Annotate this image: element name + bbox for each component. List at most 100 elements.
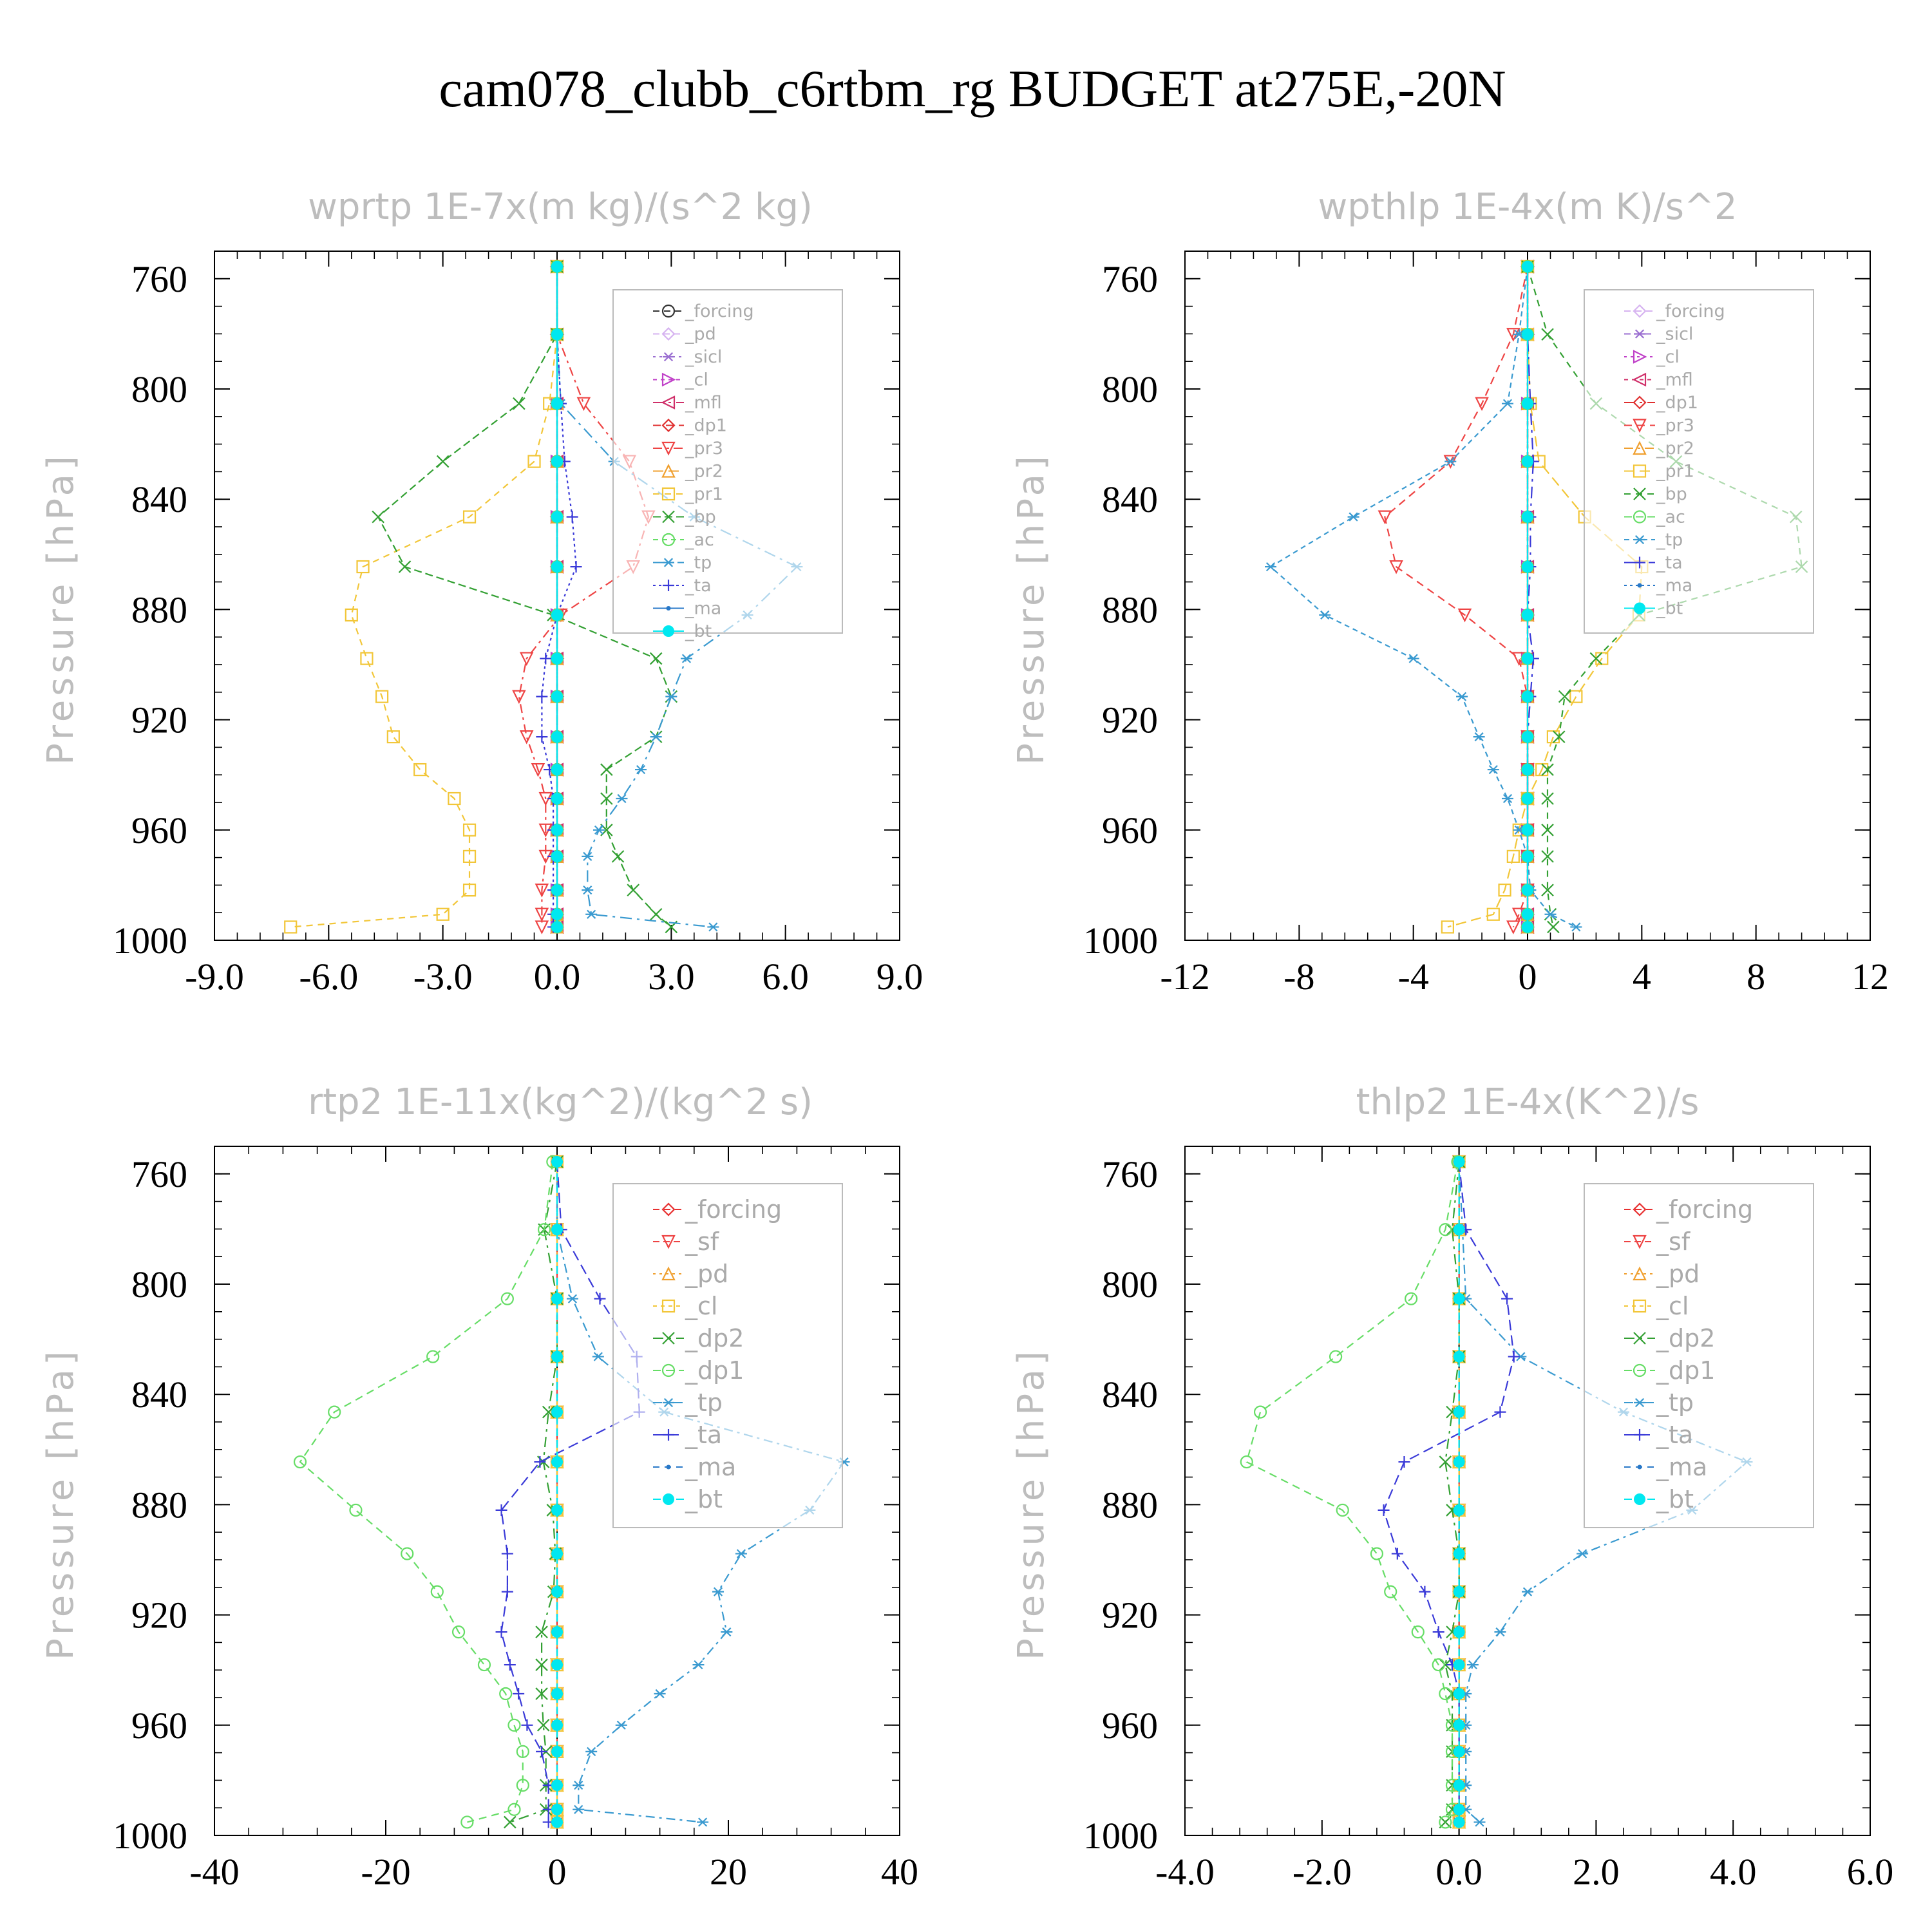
data-point bbox=[1542, 328, 1553, 340]
data-point bbox=[551, 1804, 563, 1815]
data-point bbox=[1548, 921, 1559, 933]
data-point bbox=[509, 1804, 520, 1815]
x-tick-label: 0 bbox=[1519, 956, 1537, 998]
x-tick-label: -20 bbox=[361, 1851, 410, 1893]
data-point bbox=[594, 1293, 606, 1305]
data-point bbox=[1522, 824, 1533, 836]
data-point bbox=[1454, 1504, 1465, 1516]
data-point bbox=[1522, 1587, 1533, 1596]
data-point bbox=[551, 456, 563, 468]
data-point bbox=[431, 1586, 443, 1598]
data-point bbox=[1330, 1351, 1341, 1363]
y-axis-label: Pressure [hPa] bbox=[40, 1347, 82, 1660]
data-point bbox=[1501, 1293, 1513, 1305]
y-tick-label: 800 bbox=[131, 1264, 187, 1305]
legend-label: _tp bbox=[1656, 1388, 1694, 1417]
data-point bbox=[1454, 1156, 1465, 1168]
data-point bbox=[650, 733, 662, 741]
legend-marker bbox=[667, 606, 671, 611]
y-tick-label: 920 bbox=[1102, 1595, 1158, 1636]
data-point bbox=[1454, 1804, 1465, 1815]
y-tick-label: 760 bbox=[1102, 1153, 1158, 1195]
legend-label: _bp bbox=[685, 507, 716, 527]
legend-marker bbox=[663, 625, 674, 637]
panel-rtp2: rtp2 1E-11x(kg^2)/(kg^2 s) Pressure [hPa… bbox=[40, 1081, 918, 1893]
data-point bbox=[551, 1406, 563, 1418]
data-point bbox=[1454, 1779, 1465, 1791]
legend-label: _sf bbox=[1656, 1227, 1691, 1256]
data-point bbox=[1371, 1548, 1383, 1560]
data-point bbox=[551, 824, 563, 836]
legend-label: _pr2 bbox=[685, 462, 723, 482]
y-tick-label: 800 bbox=[131, 368, 187, 410]
data-point bbox=[1454, 1548, 1465, 1560]
series-dp1 bbox=[1241, 1156, 1464, 1828]
x-tick-label: -3.0 bbox=[413, 956, 473, 998]
y-tick-label: 1000 bbox=[1083, 1815, 1158, 1857]
data-point bbox=[521, 731, 533, 743]
data-point bbox=[1456, 692, 1468, 701]
legend: _forcing _pd_sicl _cl _mfl _dp1 _pr3 _pr2_pr1 _… bbox=[613, 290, 842, 641]
legend-marker bbox=[1638, 1465, 1642, 1470]
legend: _forcing _sf _pd _cl _dp2 _dp1 _tp _ta _ma _bt bbox=[613, 1184, 842, 1528]
data-point bbox=[1255, 1406, 1266, 1418]
legend-label: _bt bbox=[685, 1485, 723, 1513]
series-ta bbox=[1378, 1156, 1520, 1828]
data-point bbox=[513, 398, 525, 410]
y-tick-label: 760 bbox=[131, 1153, 187, 1195]
legend-label: _cl bbox=[685, 370, 708, 390]
data-point bbox=[551, 1746, 563, 1757]
legend-label: _ma bbox=[1656, 576, 1692, 596]
data-point bbox=[551, 851, 563, 862]
y-tick-label: 840 bbox=[131, 478, 187, 520]
legend-label: _dp1 bbox=[1656, 1356, 1715, 1385]
x-tick-label: 4.0 bbox=[1710, 1851, 1757, 1893]
legend-label: _mfl bbox=[1656, 370, 1693, 390]
data-point bbox=[551, 793, 563, 804]
data-point bbox=[1454, 1224, 1465, 1235]
y-tick-label: 840 bbox=[131, 1374, 187, 1416]
data-point bbox=[461, 1816, 473, 1828]
legend-label: _tp bbox=[1656, 530, 1683, 550]
legend-label: _pr1 bbox=[685, 484, 723, 504]
legend-marker bbox=[1634, 603, 1645, 614]
data-point bbox=[437, 456, 449, 468]
data-point bbox=[1548, 731, 1559, 743]
data-point bbox=[1522, 511, 1533, 523]
panel-title: thlp2 1E-4x(K^2)/s bbox=[1356, 1081, 1700, 1123]
data-point bbox=[551, 1719, 563, 1731]
y-tick-label: 800 bbox=[1102, 1264, 1158, 1305]
legend-label: _forcing bbox=[685, 1195, 782, 1224]
data-point bbox=[1419, 1586, 1430, 1598]
data-point bbox=[551, 511, 563, 523]
data-point bbox=[502, 1548, 513, 1560]
data-point bbox=[551, 1293, 563, 1305]
data-point bbox=[1385, 1586, 1396, 1598]
data-point bbox=[551, 1779, 563, 1791]
data-point bbox=[551, 398, 563, 410]
legend-label: _bt bbox=[1656, 599, 1683, 619]
series-pr3 bbox=[1379, 261, 1533, 933]
data-point bbox=[1439, 1688, 1451, 1700]
data-point bbox=[346, 609, 357, 621]
legend-label: _forcing bbox=[1656, 301, 1725, 321]
figure-title: cam078_clubb_c6rtbm_rg BUDGET at275E,-20… bbox=[439, 59, 1506, 118]
series-line bbox=[1385, 267, 1528, 927]
y-axis-label: Pressure [hPa] bbox=[1010, 1347, 1052, 1660]
legend-label: _ac bbox=[1656, 507, 1685, 527]
legend-label: _dp1 bbox=[685, 416, 727, 436]
data-point bbox=[350, 1504, 361, 1516]
data-point bbox=[551, 909, 563, 920]
series-line bbox=[510, 1162, 557, 1823]
data-point bbox=[1378, 1504, 1390, 1516]
data-point bbox=[536, 731, 547, 743]
data-point bbox=[551, 1688, 563, 1700]
legend-label: _ta bbox=[685, 576, 712, 596]
x-tick-label: -4.0 bbox=[1155, 1851, 1215, 1893]
legend-label: _ma bbox=[685, 599, 721, 619]
data-point bbox=[551, 1224, 563, 1235]
y-tick-label: 960 bbox=[1102, 1705, 1158, 1747]
x-tick-label: 0.0 bbox=[1435, 1851, 1482, 1893]
data-point bbox=[1570, 923, 1582, 931]
data-point bbox=[1522, 653, 1533, 665]
